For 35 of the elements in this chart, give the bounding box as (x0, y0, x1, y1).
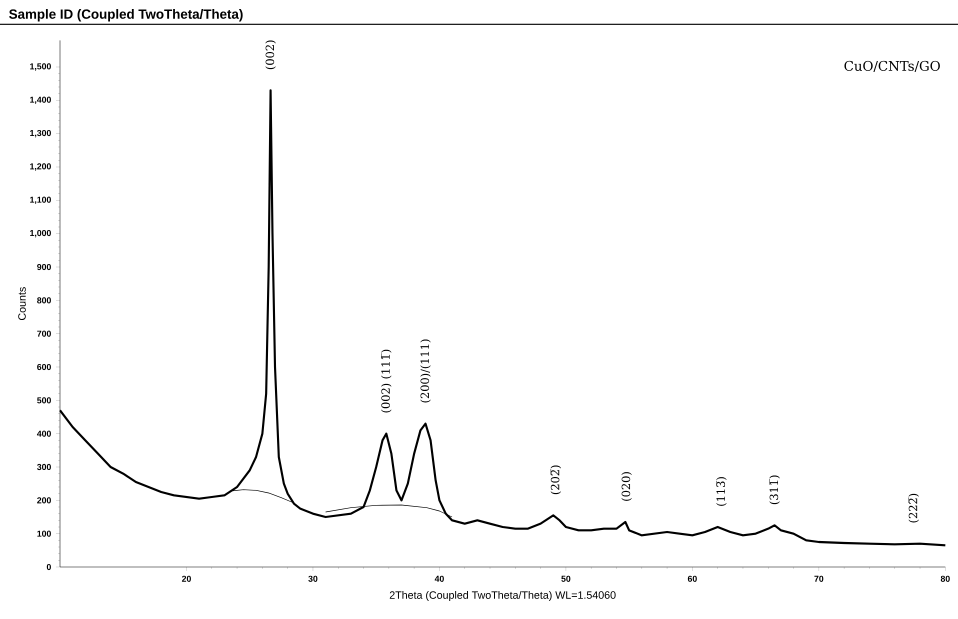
x-tick-label: 60 (688, 576, 697, 582)
annotation: (002) (265, 40, 276, 70)
y-tick-label: 1,100 (30, 196, 51, 204)
annotation: (202̅) (550, 465, 561, 494)
y-tick-label: 500 (37, 397, 51, 404)
annotation: CuO/CNTs/GO (844, 60, 940, 72)
annotation: (113̅) (716, 477, 727, 506)
y-tick-label: 400 (36, 430, 51, 437)
y-tick-label: 0 (46, 564, 51, 570)
x-tick-label: 50 (561, 576, 570, 582)
y-tick-label: 300 (37, 464, 51, 470)
y-tick-label: 100 (37, 530, 51, 537)
y-tick-label: 1,000 (30, 230, 51, 238)
annotation: (002) (111̅) (381, 350, 392, 412)
annotation: (222̅) (908, 494, 919, 522)
y-tick-label: 1,200 (30, 163, 51, 171)
annotation: (311̅) (769, 475, 780, 504)
y-tick-label: 1,400 (30, 96, 51, 104)
y-tick-label: 1,500 (30, 63, 51, 71)
chart-title: Sample ID (Coupled TwoTheta/Theta) (9, 9, 243, 22)
x-tick-label: 40 (434, 576, 444, 582)
y-tick-label: 700 (37, 330, 51, 337)
x-tick-label: 30 (308, 576, 318, 582)
x-tick-label: 20 (182, 576, 191, 582)
x-tick-label: 80 (940, 576, 950, 582)
y-tick-label: 1,300 (30, 130, 51, 138)
x-axis-title: 2Theta (Coupled TwoTheta/Theta) WL=1.54060 (390, 591, 616, 601)
y-tick-label: 200 (37, 497, 51, 504)
y-axis-title: Counts (18, 287, 26, 320)
y-tick-label: 600 (37, 364, 51, 370)
annotation: (020) (621, 472, 632, 501)
x-tick-label: 70 (814, 576, 824, 582)
y-tick-label: 900 (37, 264, 51, 270)
annotation: (200)/(111) (420, 340, 431, 402)
y-tick-label: 800 (37, 297, 51, 304)
